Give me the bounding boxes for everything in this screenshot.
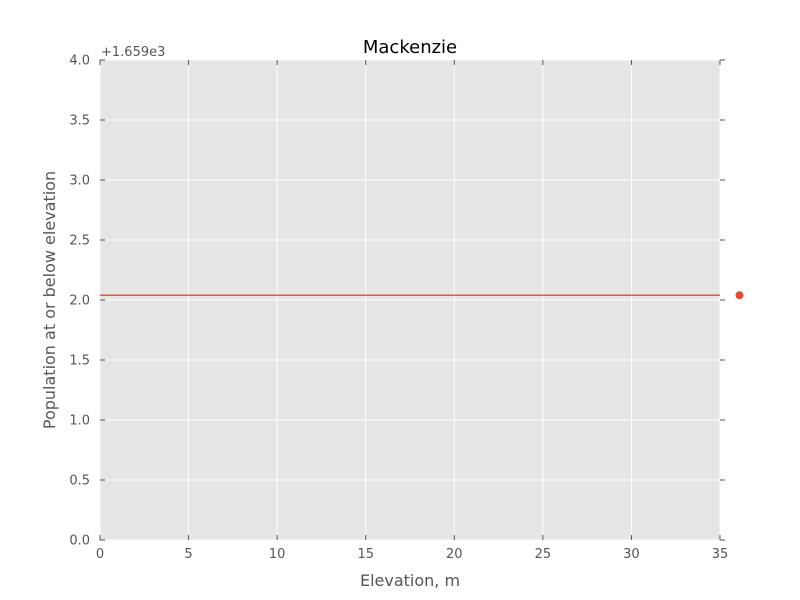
x-tick-label: 20 xyxy=(446,547,463,562)
y-tick-label: 1.0 xyxy=(69,414,90,429)
x-tick-label: 10 xyxy=(269,547,286,562)
y-tick-label: 3.0 xyxy=(69,174,90,189)
y-tick-label: 2.0 xyxy=(69,294,90,309)
x-tick-label: 0 xyxy=(96,547,104,562)
x-tick-label: 15 xyxy=(357,547,374,562)
y-tick-label: 1.5 xyxy=(69,354,90,369)
axis-ticks: 0 5 10 15 20 25 30 35 0.0 0.5 1.0 1.5 2.0 2.5 3.0 3.5 4.… xyxy=(69,54,728,563)
x-tick-label: 35 xyxy=(712,547,729,562)
y-tick-label: 4.0 xyxy=(69,54,90,69)
grid-lines xyxy=(99,59,721,541)
y-tick-label: 3.5 xyxy=(69,114,90,129)
y-tick-label: 0.5 xyxy=(69,474,90,489)
y-tick-label: 0.0 xyxy=(69,534,90,549)
chart-title: Mackenzie xyxy=(363,37,457,58)
x-tick-label: 5 xyxy=(184,547,192,562)
y-axis-offset-label: +1.659e3 xyxy=(101,45,165,60)
x-axis-label: Elevation, m xyxy=(360,571,460,590)
data-point xyxy=(735,291,744,300)
y-tick-label: 2.5 xyxy=(69,234,90,249)
y-axis-label: Population at or below elevation xyxy=(40,171,59,429)
data-series xyxy=(100,291,744,300)
x-tick-label: 30 xyxy=(623,547,640,562)
x-tick-label: 25 xyxy=(535,547,552,562)
